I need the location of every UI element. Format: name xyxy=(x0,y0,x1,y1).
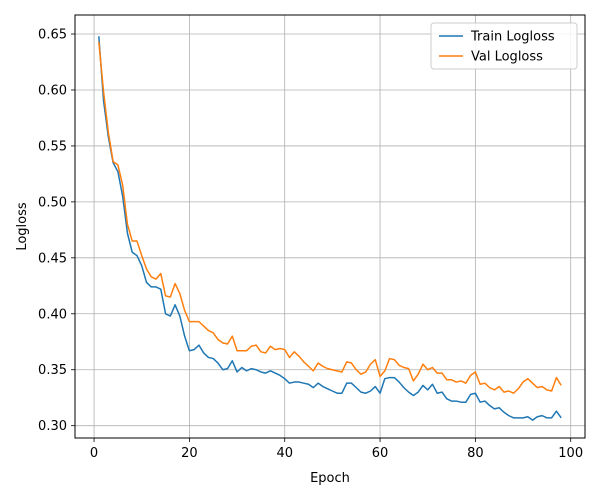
legend-box xyxy=(430,22,578,70)
y-tick-label: 0.60 xyxy=(38,83,67,98)
plot-frame xyxy=(74,14,586,439)
y-tick-label: 0.50 xyxy=(38,195,67,210)
y-axis-ticks: 0.30 0.35 0.40 0.45 0.50 0.55 0.60 0.65 xyxy=(38,28,75,434)
legend-label-train-logloss: Train Logloss xyxy=(470,30,555,45)
x-axis-ticks: 0 20 40 60 80 100 xyxy=(90,438,583,461)
series-lines xyxy=(98,36,562,421)
y-tick-label: 0.65 xyxy=(38,28,67,43)
x-tick-label: 80 xyxy=(467,446,484,461)
y-tick-label: 0.45 xyxy=(38,251,67,266)
x-tick-label: 60 xyxy=(372,446,389,461)
y-tick-label: 0.35 xyxy=(38,363,67,378)
x-tick-label: 20 xyxy=(181,446,198,461)
x-tick-label: 100 xyxy=(558,446,583,461)
y-tick-label: 0.30 xyxy=(38,419,67,434)
y-tick-label: 0.40 xyxy=(38,307,67,322)
train-logloss-line xyxy=(98,36,562,421)
x-tick-label: 0 xyxy=(90,446,98,461)
val-logloss-line xyxy=(98,41,562,394)
y-tick-label: 0.55 xyxy=(38,139,67,154)
x-tick-label: 40 xyxy=(276,446,293,461)
x-axis-label: Epoch xyxy=(310,471,350,486)
legend: Train Logloss Val Logloss xyxy=(430,22,578,70)
y-axis-label: Logloss xyxy=(15,202,30,251)
legend-label-val-logloss: Val Logloss xyxy=(471,50,543,65)
